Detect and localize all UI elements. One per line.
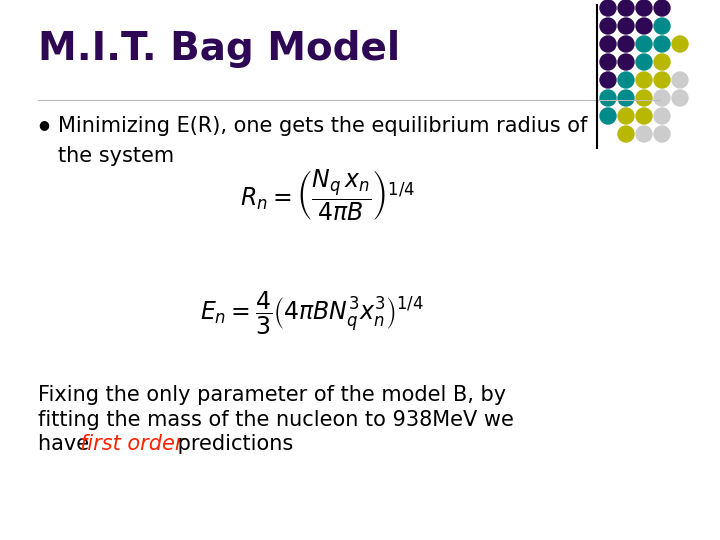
Text: ●: ● [38,118,49,131]
Circle shape [636,108,652,124]
Circle shape [654,54,670,70]
Circle shape [618,90,634,106]
Circle shape [600,0,616,16]
Circle shape [600,72,616,88]
Circle shape [618,0,634,16]
Circle shape [672,36,688,52]
Circle shape [618,72,634,88]
Circle shape [618,18,634,34]
Circle shape [618,54,634,70]
Text: $E_n = \dfrac{4}{3}\left(4\pi B N_q^3 x_n^3\right)^{1/4}$: $E_n = \dfrac{4}{3}\left(4\pi B N_q^3 x_… [200,290,424,338]
Text: fitting the mass of the nucleon to 938MeV we: fitting the mass of the nucleon to 938Me… [38,410,514,430]
Circle shape [654,0,670,16]
Circle shape [636,72,652,88]
Circle shape [600,90,616,106]
Circle shape [654,126,670,142]
Text: predictions: predictions [171,435,293,455]
Circle shape [636,90,652,106]
Circle shape [672,90,688,106]
Circle shape [618,108,634,124]
Text: M.I.T. Bag Model: M.I.T. Bag Model [38,30,400,68]
Text: $R_n = \left(\dfrac{N_q\,x_n}{4\pi B}\right)^{1/4}$: $R_n = \left(\dfrac{N_q\,x_n}{4\pi B}\ri… [240,168,415,223]
Text: first order: first order [79,435,183,455]
Circle shape [636,18,652,34]
Circle shape [654,72,670,88]
Circle shape [600,18,616,34]
Text: Fixing the only parameter of the model B, by: Fixing the only parameter of the model B… [38,385,506,405]
Circle shape [636,126,652,142]
Circle shape [636,0,652,16]
Circle shape [600,54,616,70]
Circle shape [654,36,670,52]
Text: have: have [38,435,96,455]
Circle shape [654,18,670,34]
Text: Minimizing E(R), one gets the equilibrium radius of
the system: Minimizing E(R), one gets the equilibriu… [58,116,588,166]
Circle shape [600,36,616,52]
Circle shape [672,72,688,88]
Circle shape [654,90,670,106]
Circle shape [600,108,616,124]
Circle shape [636,54,652,70]
Circle shape [654,108,670,124]
Circle shape [618,126,634,142]
Circle shape [636,36,652,52]
Circle shape [618,36,634,52]
